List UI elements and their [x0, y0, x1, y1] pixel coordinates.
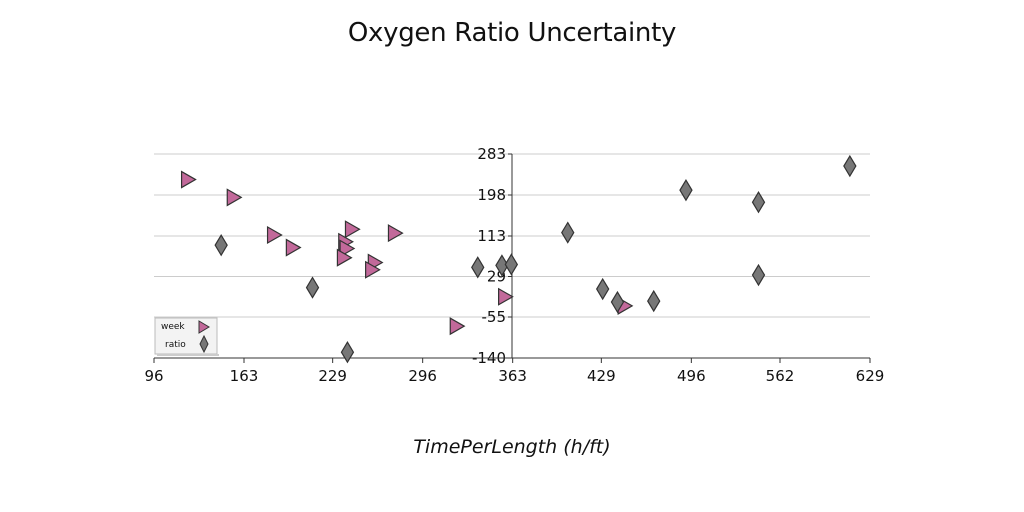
legend-label-week: week	[161, 322, 185, 332]
x-tick-label: 229	[318, 367, 347, 385]
legend-shadow	[157, 354, 219, 356]
data-points	[180, 154, 857, 364]
legend-box	[154, 317, 218, 355]
ratio-point	[214, 233, 228, 257]
week-point	[266, 225, 283, 245]
y-tick-label: 283	[477, 145, 506, 163]
x-tick-label: 496	[677, 367, 706, 385]
legend-marker-week	[198, 320, 210, 334]
week-point	[285, 238, 302, 257]
ratio-point	[595, 277, 610, 301]
x-tick-label: 629	[856, 367, 885, 385]
y-tick-label: 113	[477, 227, 506, 245]
ratio-point	[647, 289, 661, 313]
week-point	[336, 248, 353, 267]
week-point	[387, 224, 404, 243]
ratio-point	[610, 290, 625, 314]
week-point	[226, 188, 243, 207]
week-point	[339, 239, 356, 258]
y-tick-label: 198	[477, 186, 506, 204]
ratio-point	[340, 341, 355, 364]
x-tick-label: 562	[766, 367, 795, 385]
week-point	[344, 220, 361, 239]
x-tick-label: 296	[408, 367, 437, 385]
ratio-point	[495, 254, 509, 277]
ratio-point	[751, 191, 766, 214]
ratio-point	[751, 263, 766, 287]
week-point	[365, 260, 381, 279]
ratio-point	[561, 221, 575, 244]
x-axis-label: TimePerLength (h/ft)	[413, 436, 611, 458]
x-tick-label: 363	[498, 367, 527, 385]
ratio-point	[471, 256, 485, 279]
ratio-point	[679, 179, 693, 202]
week-point	[498, 287, 514, 306]
chart-title: Oxygen Ratio Uncertainty	[347, 18, 677, 48]
x-tick-label: 163	[230, 367, 259, 385]
ratio-point	[843, 154, 857, 178]
week-point	[449, 317, 466, 336]
x-tick-label: 429	[587, 367, 616, 385]
ratio-point	[305, 276, 320, 299]
ratio-point	[504, 253, 519, 276]
y-tick-label: -55	[482, 308, 507, 326]
legend-label-ratio: ratio	[165, 340, 186, 350]
x-tick-label: 96	[144, 367, 163, 385]
legend: week ratio	[154, 317, 219, 356]
week-point	[180, 170, 197, 189]
legend-marker-ratio	[199, 334, 209, 354]
